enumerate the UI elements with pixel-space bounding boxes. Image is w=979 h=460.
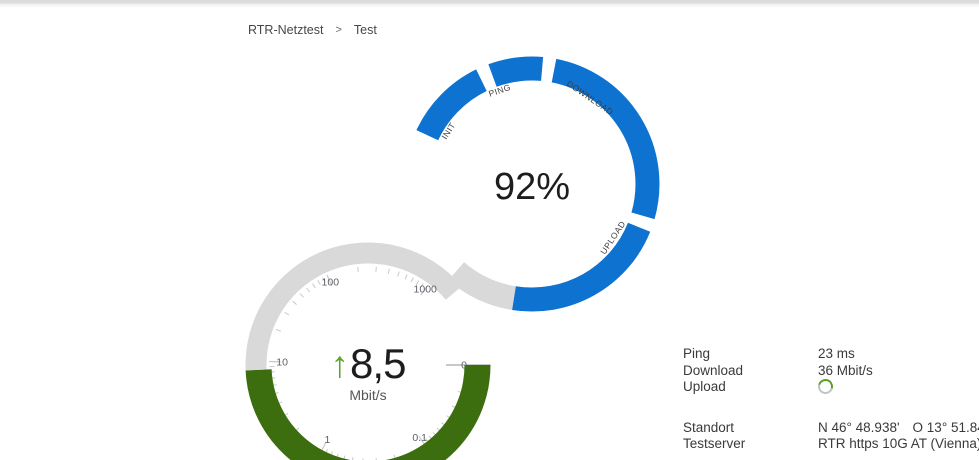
result-row-upload: Upload: [683, 376, 979, 397]
breadcrumb-current: Test: [353, 23, 377, 37]
scale-tick: [322, 277, 326, 283]
scale-tick: [299, 293, 304, 298]
scale-tick: [292, 301, 297, 305]
progress-segment-ping: [488, 56, 544, 87]
result-value-standort: N 46° 48.938' O 13° 51.848': [818, 420, 979, 437]
scale-tick: [420, 285, 429, 296]
result-row-ping: Ping 23 ms: [683, 346, 979, 363]
scale-tick: [275, 329, 281, 332]
breadcrumb: RTR-Netztest > Test: [248, 23, 377, 37]
scale-tick: [357, 266, 359, 273]
scale-label-100: 100: [322, 277, 340, 289]
progress-ring: [416, 56, 660, 312]
result-row-standort: Standort N 46° 48.938' O 13° 51.848': [683, 420, 979, 437]
speed-unit-text: Mbit/s: [349, 387, 387, 403]
location-block: Standort N 46° 48.938' O 13° 51.848' Test…: [683, 420, 979, 453]
progress-segment-init: [416, 69, 487, 141]
result-label-upload: Upload: [683, 379, 726, 394]
breadcrumb-separator: >: [335, 24, 342, 36]
scale-label-0: 0: [461, 360, 467, 372]
speed-arc-value: [245, 364, 491, 460]
scale-label-1000: 1000: [414, 284, 438, 296]
result-label-ping: Ping: [683, 346, 711, 361]
scale-tick: [306, 287, 311, 293]
progress-segment-upload-remaining: [448, 261, 517, 310]
result-value-ping: 23 ms: [818, 346, 855, 361]
speed-value-text: 8,5: [350, 340, 406, 387]
scale-tick: [317, 280, 321, 285]
scale-tick: [311, 283, 316, 289]
result-label-testserver: Testserver: [683, 436, 746, 451]
scale-tick: [387, 268, 390, 274]
scale-tick: [397, 271, 400, 277]
speed-readout: ↑8,5 Mbit/s: [268, 340, 468, 403]
breadcrumb-root-link[interactable]: RTR-Netztest: [248, 23, 324, 37]
upload-progress-spinner: [815, 376, 836, 397]
scale-tick: [415, 280, 420, 286]
scale-tick: [420, 283, 424, 288]
standort-lon: O 13° 51.848': [912, 419, 979, 435]
top-border-strip: [0, 0, 979, 8]
scale-tick: [326, 274, 333, 286]
result-label-standort: Standort: [683, 419, 735, 435]
progress-segment-upload-done: [512, 222, 651, 312]
speed-gauge-ring: [245, 242, 491, 460]
result-row-testserver: Testserver RTR https 10G AT (Vienna): [683, 436, 979, 453]
result-value-testserver: RTR https 10G AT (Vienna): [818, 436, 979, 451]
phase-label-ping: PING: [487, 82, 512, 99]
result-value-upload: [815, 376, 836, 397]
progress-segment-download: [551, 58, 660, 220]
scale-tick: [284, 311, 290, 316]
scale-label-10: 10: [276, 357, 288, 369]
result-row-download: Download 36 Mbit/s: [683, 363, 979, 380]
result-label-download: Download: [683, 362, 744, 378]
speed-gauge-scale-labels: 0 0.1 1 10 100 1000: [276, 277, 467, 447]
results-panel: Ping 23 ms Download 36 Mbit/s Upload Sta…: [683, 346, 979, 453]
scale-label-1: 1: [324, 434, 330, 446]
scale-tick: [404, 274, 408, 280]
progress-percent-text: 92%: [493, 166, 571, 208]
speed-arc-remaining: [245, 242, 462, 371]
scale-label-0_1: 0.1: [412, 432, 427, 444]
standort-lat: N 46° 48.938': [818, 419, 900, 435]
result-value-download: 36 Mbit/s: [818, 362, 873, 378]
upload-direction-arrow-icon: ↑: [330, 344, 350, 385]
scale-tick: [410, 277, 414, 283]
